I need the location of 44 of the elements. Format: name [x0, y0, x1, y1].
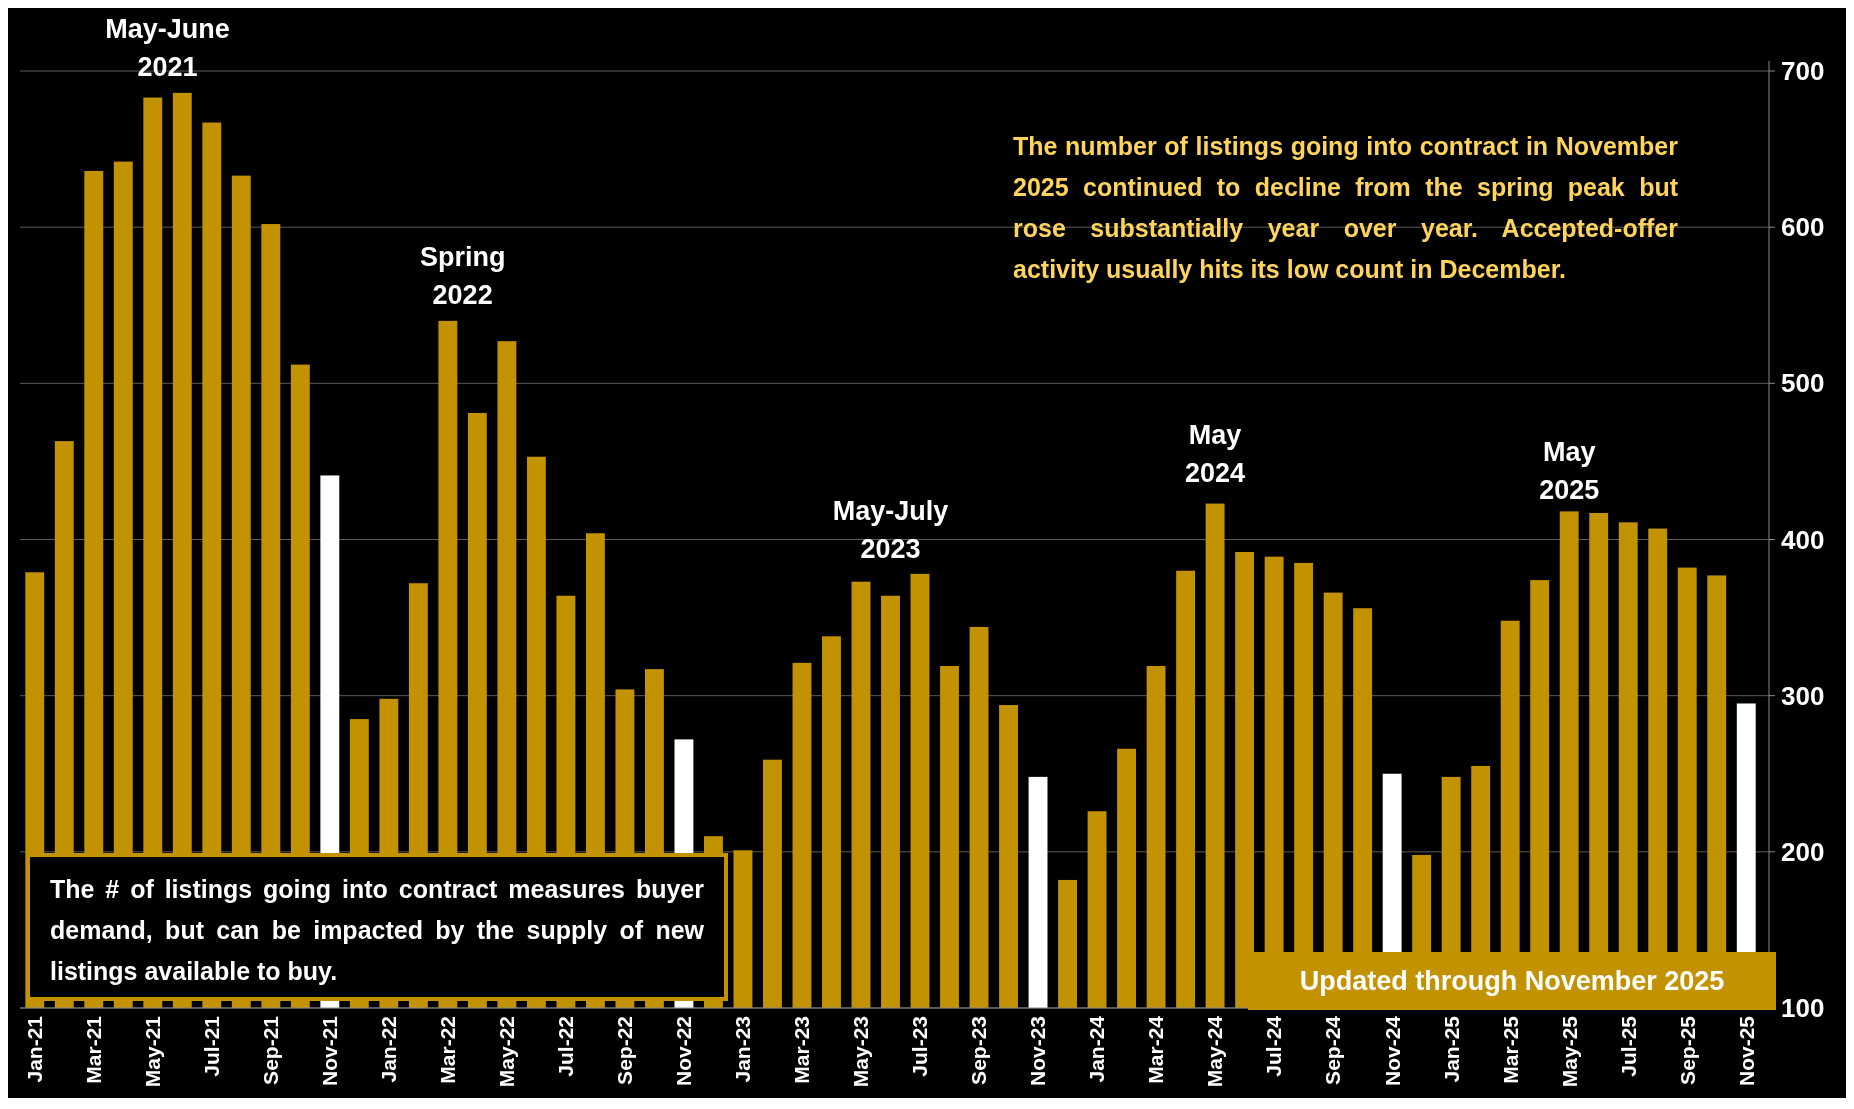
y-tick-label: 100: [1781, 993, 1825, 1024]
y-tick-label: 500: [1781, 368, 1825, 399]
annotation: May 2024: [1185, 420, 1246, 488]
annotation: May 2025: [1539, 437, 1600, 505]
x-tick-label: May-25: [1557, 1015, 1581, 1088]
x-tick-label: Jul-25: [1616, 1015, 1640, 1077]
x-tick-label: Sep-25: [1675, 1015, 1699, 1085]
x-tick-label: Jul-22: [554, 1016, 578, 1077]
y-tick-label: 200: [1781, 836, 1825, 867]
x-tick-label: Jan-25: [1439, 1015, 1463, 1083]
x-tick-label: Jan-22: [377, 1016, 401, 1083]
x-tick-label: Jul-23: [908, 1016, 932, 1077]
x-tick-label: Mar-24: [1144, 1015, 1168, 1084]
x-tick-label: Sep-24: [1321, 1015, 1345, 1085]
y-tick-label: 400: [1781, 524, 1825, 555]
x-tick-label: Sep-22: [613, 1016, 637, 1085]
x-tick-label: May-23: [849, 1016, 873, 1088]
x-tick-label: Jul-24: [1262, 1015, 1286, 1077]
x-tick-label: Sep-23: [967, 1016, 991, 1085]
x-tick-label: May-21: [141, 1015, 165, 1088]
x-tick-label: Mar-25: [1498, 1015, 1522, 1084]
x-tick-label: May-24: [1203, 1015, 1227, 1088]
x-tick-label: Jul-21: [200, 1015, 224, 1077]
x-tick-label: Mar-23: [790, 1016, 814, 1084]
x-tick-label: Jan-24: [1085, 1015, 1109, 1083]
x-tick-label: Mar-22: [436, 1016, 460, 1084]
x-tick-label: Nov-23: [1026, 1016, 1050, 1087]
annotation: May-June 2021: [105, 14, 230, 82]
x-tick-label: Nov-25: [1734, 1015, 1758, 1087]
y-tick-label: 600: [1781, 212, 1825, 243]
x-tick-label: Nov-22: [672, 1016, 696, 1087]
x-tick-label: Jan-21: [23, 1015, 47, 1083]
x-tick-label: May-22: [495, 1016, 519, 1088]
annotation: May-July 2023: [832, 496, 949, 564]
x-tick-label: Jan-23: [731, 1016, 755, 1083]
x-tick-label: Nov-24: [1380, 1015, 1404, 1087]
annotation: Spring 2022: [419, 242, 506, 310]
x-tick-label: Mar-21: [82, 1015, 106, 1084]
y-tick-label: 700: [1781, 56, 1825, 87]
y-tick-label: 300: [1781, 680, 1825, 711]
update-box: Updated through November 2025: [1248, 952, 1776, 1010]
x-tick-label: Sep-21: [259, 1015, 283, 1085]
x-tick-label: Nov-21: [318, 1015, 342, 1087]
annotation: The number of listings going into contract in November 2025 continued to decline from the spring peak but rose substantially year over year. Accepted-offer activity usually hits its low count in December.: [1013, 131, 1678, 285]
